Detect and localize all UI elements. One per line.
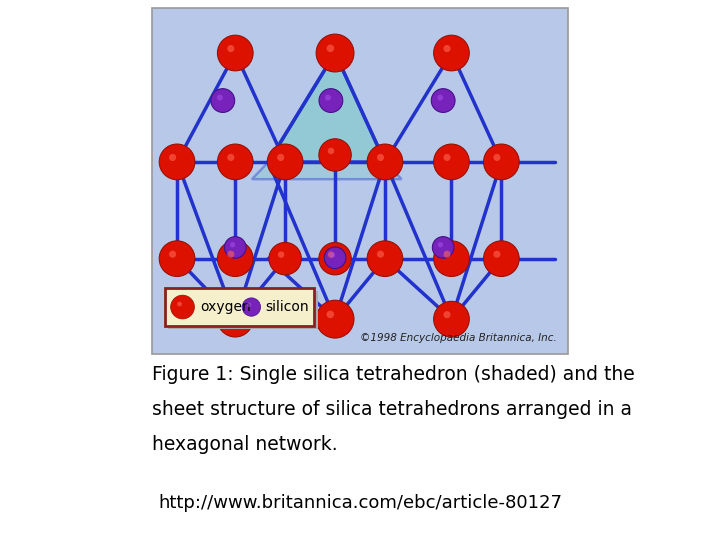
Polygon shape xyxy=(252,162,402,179)
Circle shape xyxy=(444,311,451,318)
Circle shape xyxy=(316,300,354,338)
Circle shape xyxy=(433,241,469,276)
Circle shape xyxy=(217,144,253,180)
Circle shape xyxy=(319,89,343,112)
Circle shape xyxy=(377,251,384,258)
Circle shape xyxy=(493,154,500,161)
Text: http://www.britannica.com/ebc/article-80127: http://www.britannica.com/ebc/article-80… xyxy=(158,494,562,512)
Circle shape xyxy=(228,45,235,52)
Circle shape xyxy=(328,147,334,154)
FancyBboxPatch shape xyxy=(152,8,568,354)
Circle shape xyxy=(444,45,451,52)
Circle shape xyxy=(325,94,331,100)
Polygon shape xyxy=(269,53,385,162)
Circle shape xyxy=(367,241,402,276)
Text: oxygen: oxygen xyxy=(200,300,251,314)
Circle shape xyxy=(433,301,469,337)
Circle shape xyxy=(432,237,454,258)
Circle shape xyxy=(484,144,519,180)
Circle shape xyxy=(159,241,195,276)
Circle shape xyxy=(444,154,451,161)
Circle shape xyxy=(217,301,253,337)
Circle shape xyxy=(217,94,222,100)
Circle shape xyxy=(433,144,469,180)
Text: hexagonal network.: hexagonal network. xyxy=(152,435,338,454)
Circle shape xyxy=(242,298,261,316)
Circle shape xyxy=(493,251,500,258)
Circle shape xyxy=(211,89,235,112)
Text: silicon: silicon xyxy=(265,300,309,314)
Circle shape xyxy=(444,251,451,258)
Circle shape xyxy=(247,302,251,307)
Text: ©1998 Encyclopaedia Britannica, Inc.: ©1998 Encyclopaedia Britannica, Inc. xyxy=(360,333,557,343)
Circle shape xyxy=(327,310,334,318)
Circle shape xyxy=(177,302,182,306)
Circle shape xyxy=(431,89,455,112)
Circle shape xyxy=(324,247,346,268)
FancyBboxPatch shape xyxy=(168,291,318,329)
Text: sheet structure of silica tetrahedrons arranged in a: sheet structure of silica tetrahedrons a… xyxy=(152,400,632,419)
Circle shape xyxy=(159,144,195,180)
Circle shape xyxy=(377,154,384,161)
Circle shape xyxy=(228,311,235,318)
Circle shape xyxy=(319,139,351,171)
Circle shape xyxy=(330,252,335,258)
Circle shape xyxy=(367,144,402,180)
Circle shape xyxy=(217,35,253,71)
Circle shape xyxy=(433,35,469,71)
Circle shape xyxy=(328,252,334,258)
Circle shape xyxy=(217,241,253,276)
Circle shape xyxy=(319,242,351,275)
Circle shape xyxy=(438,242,443,247)
Circle shape xyxy=(228,154,235,161)
Circle shape xyxy=(228,251,235,258)
Circle shape xyxy=(267,144,303,180)
Circle shape xyxy=(230,242,235,247)
Circle shape xyxy=(169,251,176,258)
Circle shape xyxy=(277,154,284,161)
Text: Figure 1: Single silica tetrahedron (shaded) and the: Figure 1: Single silica tetrahedron (sha… xyxy=(152,364,635,383)
Circle shape xyxy=(171,295,194,319)
Circle shape xyxy=(484,241,519,276)
Circle shape xyxy=(225,237,246,258)
Circle shape xyxy=(437,94,444,100)
FancyBboxPatch shape xyxy=(165,288,314,326)
Circle shape xyxy=(316,34,354,72)
Circle shape xyxy=(169,154,176,161)
Circle shape xyxy=(269,242,302,275)
Circle shape xyxy=(278,252,284,258)
Circle shape xyxy=(327,44,334,52)
